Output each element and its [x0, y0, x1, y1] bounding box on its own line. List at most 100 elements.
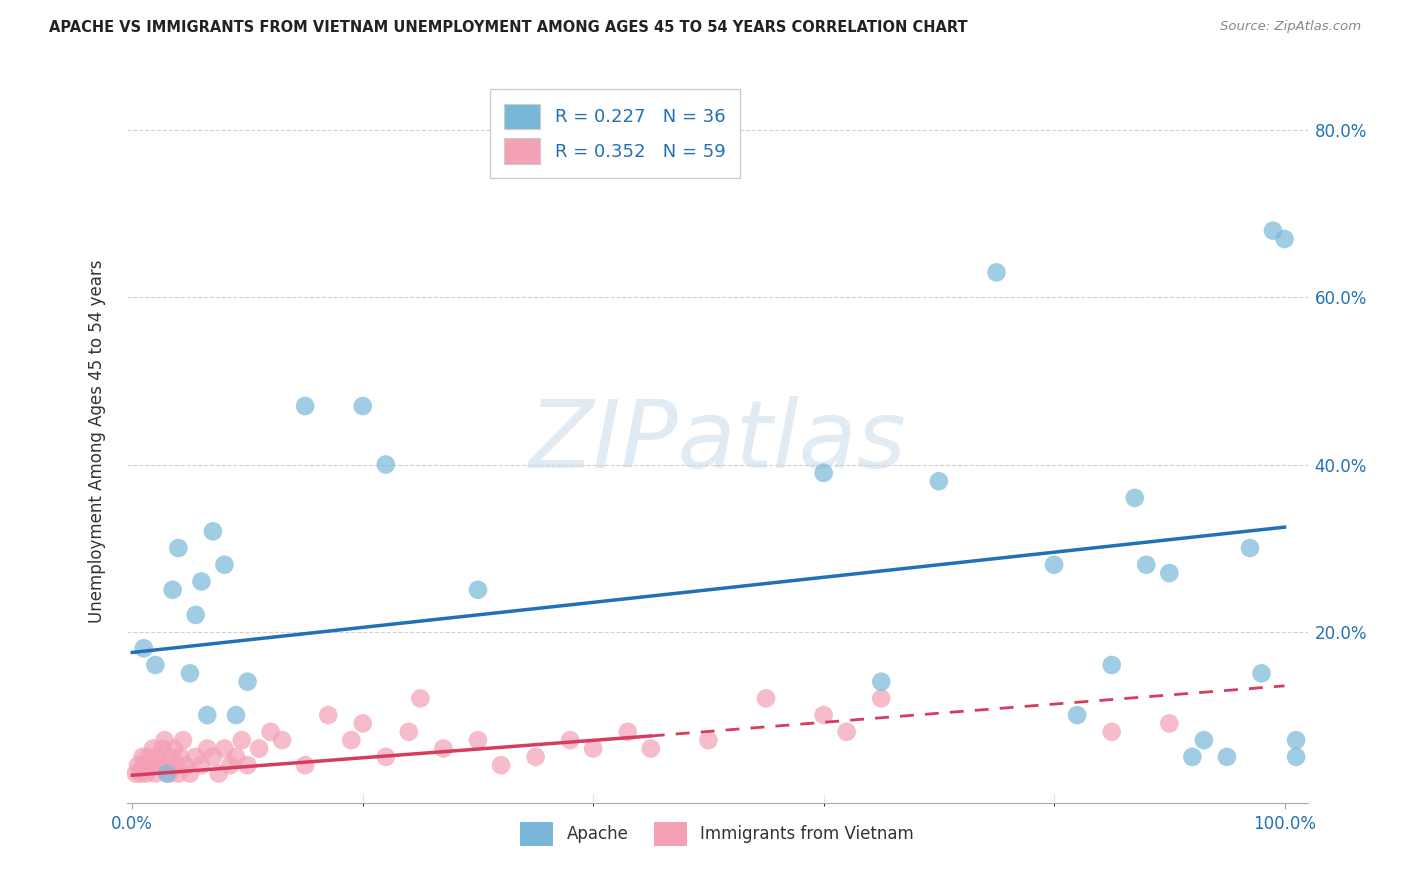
Point — [139, 758, 162, 772]
Point — [813, 466, 835, 480]
Point — [132, 758, 155, 772]
Point — [616, 724, 638, 739]
Point — [231, 733, 253, 747]
Point — [162, 582, 184, 597]
Point — [179, 666, 201, 681]
Point — [146, 749, 169, 764]
Point — [1159, 566, 1181, 580]
Point — [208, 766, 231, 780]
Point — [524, 749, 547, 764]
Point — [1216, 749, 1239, 764]
Point — [1239, 541, 1261, 555]
Point — [1285, 749, 1308, 764]
Point — [467, 733, 489, 747]
Point — [640, 741, 662, 756]
Point — [138, 749, 160, 764]
Point — [225, 708, 247, 723]
Point — [135, 766, 157, 780]
Point — [184, 607, 207, 622]
Point — [131, 749, 153, 764]
Point — [127, 758, 149, 772]
Point — [374, 458, 396, 472]
Point — [190, 574, 212, 589]
Point — [1066, 708, 1088, 723]
Point — [170, 749, 193, 764]
Point — [986, 265, 1008, 279]
Point — [294, 758, 316, 772]
Point — [1274, 232, 1296, 246]
Point — [316, 708, 339, 723]
Point — [374, 749, 396, 764]
Point — [165, 758, 187, 772]
Point — [156, 758, 179, 772]
Point — [201, 749, 224, 764]
Point — [1181, 749, 1204, 764]
Point — [1043, 558, 1066, 572]
Text: ZIPatlas: ZIPatlas — [529, 396, 905, 487]
Point — [190, 758, 212, 772]
Point — [214, 741, 236, 756]
Point — [142, 741, 165, 756]
Point — [149, 758, 172, 772]
Point — [143, 657, 166, 672]
Point — [236, 674, 259, 689]
Point — [432, 741, 454, 756]
Point — [236, 758, 259, 772]
Point — [352, 399, 374, 413]
Point — [129, 766, 152, 780]
Point — [813, 708, 835, 723]
Text: APACHE VS IMMIGRANTS FROM VIETNAM UNEMPLOYMENT AMONG AGES 45 TO 54 YEARS CORRELA: APACHE VS IMMIGRANTS FROM VIETNAM UNEMPL… — [49, 20, 967, 35]
Point — [132, 641, 155, 656]
Point — [398, 724, 420, 739]
Point — [560, 733, 582, 747]
Point — [167, 541, 190, 555]
Point — [174, 758, 197, 772]
Point — [467, 582, 489, 597]
Point — [125, 766, 148, 780]
Point — [271, 733, 294, 747]
Point — [184, 749, 207, 764]
Point — [1101, 657, 1123, 672]
Point — [870, 691, 893, 706]
Point — [167, 766, 190, 780]
Point — [352, 716, 374, 731]
Point — [157, 766, 180, 780]
Point — [219, 758, 242, 772]
Point — [1159, 716, 1181, 731]
Point — [143, 766, 166, 780]
Point — [1135, 558, 1157, 572]
Point — [1101, 724, 1123, 739]
Point — [172, 733, 194, 747]
Point — [225, 749, 247, 764]
Point — [294, 399, 316, 413]
Point — [1192, 733, 1215, 747]
Point — [697, 733, 720, 747]
Point — [928, 474, 950, 488]
Y-axis label: Unemployment Among Ages 45 to 54 years: Unemployment Among Ages 45 to 54 years — [87, 260, 105, 624]
Point — [195, 741, 218, 756]
Point — [582, 741, 605, 756]
Point — [195, 708, 218, 723]
Point — [870, 674, 893, 689]
Point — [1250, 666, 1272, 681]
Point — [247, 741, 270, 756]
Point — [179, 766, 201, 780]
Point — [1123, 491, 1146, 505]
Legend: Apache, Immigrants from Vietnam: Apache, Immigrants from Vietnam — [513, 815, 921, 852]
Point — [150, 741, 173, 756]
Point — [1261, 224, 1284, 238]
Point — [755, 691, 778, 706]
Point — [259, 724, 281, 739]
Point — [156, 766, 179, 780]
Point — [489, 758, 512, 772]
Point — [160, 749, 183, 764]
Point — [163, 741, 186, 756]
Point — [1285, 733, 1308, 747]
Point — [153, 733, 176, 747]
Point — [835, 724, 858, 739]
Text: Source: ZipAtlas.com: Source: ZipAtlas.com — [1220, 20, 1361, 33]
Point — [214, 558, 236, 572]
Point — [201, 524, 224, 539]
Point — [340, 733, 363, 747]
Point — [409, 691, 432, 706]
